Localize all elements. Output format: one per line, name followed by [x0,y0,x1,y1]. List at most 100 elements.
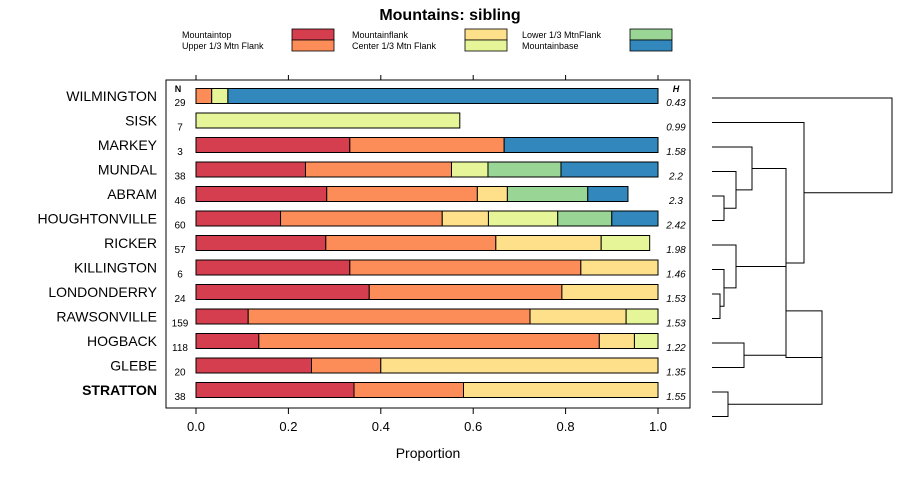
h-value-markey: 1.58 [666,147,686,158]
bar-glebe-upper-1-3-mtn-flank [311,357,382,374]
bar-markey-mountainbase [503,137,659,153]
bar-stratton-mountainflank [462,382,659,398]
bar-wilmington-mountainbase [227,88,659,104]
n-value-stratton: 38 [174,392,186,403]
row-sisk: SISK 7 0.99 [125,112,686,134]
row-wilmington: WILMINGTON 29 0.43 [66,88,686,109]
bar-mundal-mountainbase [560,161,659,178]
n-value-mundal: 38 [174,172,186,183]
bar-ricker-mountainflank [495,235,602,251]
n-value-abram: 46 [174,196,186,207]
dendrogram-link-0 [712,195,725,221]
legend-label-center-1-3-mtn-flank: Center 1/3 Mtn Flank [352,41,437,51]
bar-hogback-mountainflank [598,333,635,349]
bar-hogback-mountaintop [195,333,260,349]
bar-killington-mountainflank [580,259,659,276]
bar-mundal-center-1-3-mtn-flank [450,161,489,178]
h-value-abram: 2.3 [668,196,683,207]
category-label-rawsonville: RAWSONVILLE [56,309,157,325]
chart-rows: WILMINGTON 29 0.43 SISK 7 0.99 MARKEY 3 1.58 MUND… [37,88,686,403]
n-value-sisk: 7 [177,123,183,134]
n-value-glebe: 20 [174,368,186,379]
bar-hogback-upper-1-3-mtn-flank [258,333,600,349]
h-value-killington: 1.46 [666,270,686,281]
row-houghtonville: HOUGHTONVILLE 60 2.42 [37,210,686,232]
legend-swatch-mountaintop [291,28,335,41]
x-tick-label-0: 0.0 [187,419,205,434]
bar-rawsonville-mountaintop [195,308,249,325]
n-value-londonderry: 24 [174,294,186,305]
x-tick-label-3: 0.6 [464,419,482,434]
h-value-mundal: 2.2 [668,172,683,183]
bar-abram-mountainflank [476,186,508,202]
n-column-header: N [175,84,182,94]
bar-markey-mountaintop [195,137,351,153]
dendrogram-link-5 [712,391,729,417]
row-killington: KILLINGTON 6 1.46 [74,259,686,281]
n-value-rawsonville: 159 [172,319,189,330]
legend-label-mountainflank: Mountainflank [352,30,409,40]
h-value-houghtonville: 2.42 [665,221,686,232]
n-value-wilmington: 29 [174,98,186,109]
x-tick-label-2: 0.4 [372,419,390,434]
bar-ricker-mountaintop [195,235,327,251]
bar-londonderry-mountaintop [195,284,370,300]
category-label-houghtonville: HOUGHTONVILLE [37,211,157,227]
bar-abram-upper-1-3-mtn-flank [326,186,478,202]
legend-label-lower-1-3-mtnflank: Lower 1/3 MtnFlank [522,30,602,40]
h-value-glebe: 1.35 [666,368,686,379]
bar-houghtonville-mountainbase [611,210,659,227]
dendrogram-link-12 [712,97,893,194]
dendrogram-link-8 [736,265,787,356]
x-tick-label-5: 1.0 [649,419,667,434]
bar-ricker-center-1-3-mtn-flank [600,235,651,251]
bar-houghtonville-mountaintop [195,210,282,227]
dendrogram-link-11 [712,122,805,264]
n-value-killington: 6 [177,270,183,281]
bar-glebe-mountainflank [380,357,659,374]
row-abram: ABRAM 46 2.3 [107,186,683,207]
bar-londonderry-mountainflank [561,284,659,300]
n-value-ricker: 57 [174,245,186,256]
n-value-markey: 3 [177,147,183,158]
legend-swatch-mountainbase [629,39,673,52]
legend-swatch-mountainflank [464,28,508,41]
row-rawsonville: RAWSONVILLE 159 1.53 [56,308,686,330]
bar-mundal-mountaintop [195,161,306,178]
legend-swatch-lower-1-3-mtnflank [629,28,673,41]
h-value-rawsonville: 1.53 [666,319,686,330]
bar-abram-lower-1-3-mtnflank [506,186,589,202]
bar-stratton-mountaintop [195,382,355,398]
x-tick-label-4: 0.8 [557,419,575,434]
row-londonderry: LONDONDERRY 24 1.53 [48,284,686,305]
category-label-abram: ABRAM [107,186,157,202]
category-label-glebe: GLEBE [110,358,157,374]
category-label-hogback: HOGBACK [87,333,158,349]
dendrogram-link-6 [712,146,753,191]
legend-label-mountaintop: Mountaintop [182,30,232,40]
h-value-londonderry: 1.53 [666,294,686,305]
h-column-header: H [673,84,680,94]
bar-houghtonville-upper-1-3-mtn-flank [280,210,443,227]
category-label-mundal: MUNDAL [98,162,157,178]
bar-mundal-lower-1-3-mtnflank [487,161,562,178]
h-value-hogback: 1.22 [666,343,686,354]
bar-rawsonville-mountainflank [529,308,627,325]
bar-hogback-center-1-3-mtn-flank [633,333,659,349]
bar-houghtonville-center-1-3-mtn-flank [487,210,559,227]
legend-label-mountainbase: Mountainbase [522,41,579,51]
bar-glebe-mountaintop [195,357,312,374]
category-label-londonderry: LONDONDERRY [48,284,157,300]
row-stratton: STRATTON 38 1.55 [82,382,686,403]
category-label-sisk: SISK [125,113,158,129]
row-glebe: GLEBE 20 1.35 [110,357,686,379]
legend-swatch-upper-1-3-mtn-flank [291,39,335,52]
row-mundal: MUNDAL 38 2.2 [98,161,683,183]
bar-mundal-upper-1-3-mtn-flank [304,161,452,178]
bar-wilmington-upper-1-3-mtn-flank [195,88,213,104]
dendrogram-link-3 [712,269,725,307]
row-hogback: HOGBACK 118 1.22 [87,333,686,354]
row-markey: MARKEY 3 1.58 [98,137,686,158]
h-value-wilmington: 0.43 [666,98,686,109]
bar-killington-mountaintop [195,259,351,276]
